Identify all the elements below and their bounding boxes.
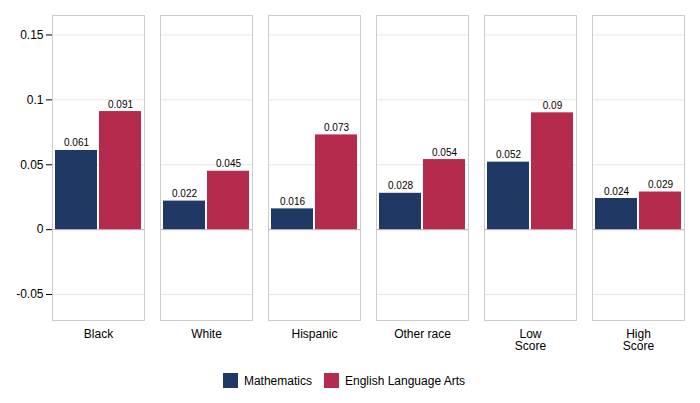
svg-text:0.029: 0.029 xyxy=(648,179,673,190)
svg-text:0.1: 0.1 xyxy=(27,93,44,107)
svg-text:0.016: 0.016 xyxy=(280,196,305,207)
svg-text:0.05: 0.05 xyxy=(20,158,44,172)
html-text:English Language Arts: English Language Arts xyxy=(345,373,466,388)
svg-text:0.061: 0.061 xyxy=(64,137,89,148)
svg-text:0.15: 0.15 xyxy=(20,28,44,42)
svg-text:White: White xyxy=(191,327,222,341)
svg-text:Hispanic: Hispanic xyxy=(291,327,337,341)
svg-text:-0.05: -0.05 xyxy=(16,287,44,301)
svg-text:HighScore: HighScore xyxy=(623,327,655,353)
svg-text:0.024: 0.024 xyxy=(604,186,629,197)
svg-text:0.045: 0.045 xyxy=(216,158,241,169)
svg-text:Other race: Other race xyxy=(394,327,451,341)
svg-text:0.09: 0.09 xyxy=(543,100,563,111)
svg-text:0.073: 0.073 xyxy=(324,122,349,133)
svg-text:0.054: 0.054 xyxy=(432,147,457,158)
svg-text:0: 0 xyxy=(37,222,44,236)
html-text:Mathematics: Mathematics xyxy=(243,373,312,388)
svg-text:0.052: 0.052 xyxy=(496,149,521,160)
svg-text:LowScore: LowScore xyxy=(515,327,547,353)
svg-text:0.091: 0.091 xyxy=(108,99,133,110)
svg-text:0.022: 0.022 xyxy=(172,188,197,199)
svg-text:0.028: 0.028 xyxy=(388,180,413,191)
svg-text:Black: Black xyxy=(84,327,114,341)
